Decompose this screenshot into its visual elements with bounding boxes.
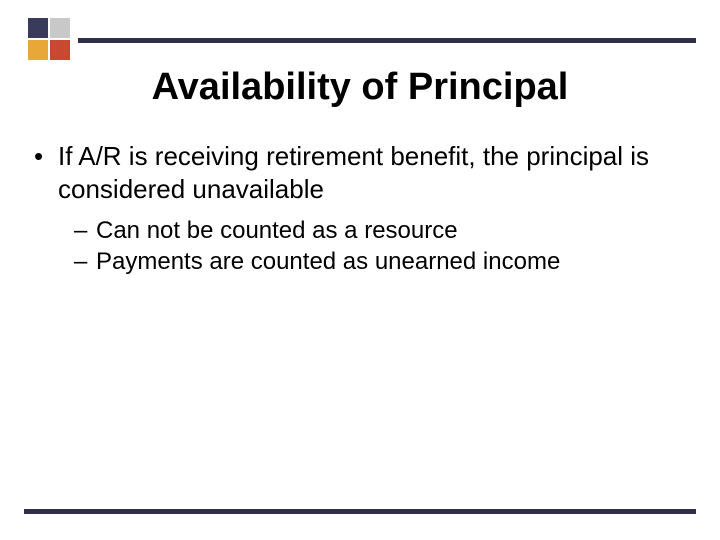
bottom-divider xyxy=(24,509,696,514)
logo-quadrant-tr xyxy=(50,18,70,38)
slide-title: Availability of Principal xyxy=(0,66,720,109)
logo-quadrant-br xyxy=(50,40,70,60)
logo-quadrant-tl xyxy=(28,18,48,38)
bullet-level1: If A/R is receiving retirement benefit, … xyxy=(32,140,670,205)
bullet-level2: Can not be counted as a resource xyxy=(32,215,670,246)
logo-icon xyxy=(28,18,70,60)
content-area: If A/R is receiving retirement benefit, … xyxy=(32,140,670,277)
logo-quadrant-bl xyxy=(28,40,48,60)
top-divider xyxy=(78,38,696,43)
bullet-level2: Payments are counted as unearned income xyxy=(32,246,670,277)
